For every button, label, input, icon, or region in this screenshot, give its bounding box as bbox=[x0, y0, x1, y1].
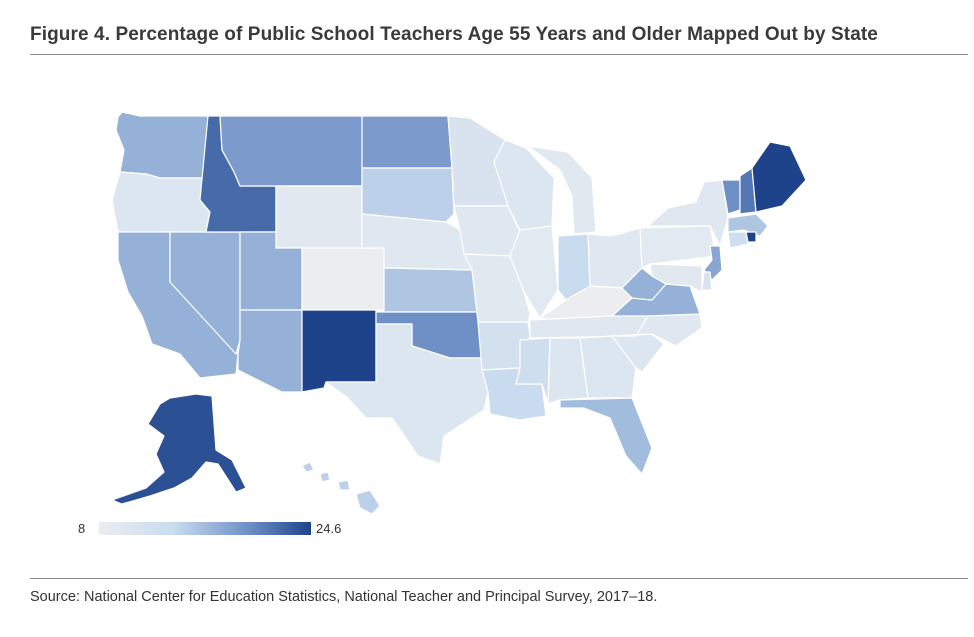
legend-min-label: 8 bbox=[78, 521, 86, 536]
legend-color-scale bbox=[99, 522, 311, 535]
state-hawaii: Hawaii bbox=[301, 461, 381, 515]
state-new-mexico: New Mexico bbox=[301, 309, 377, 393]
state-delaware: Delaware bbox=[701, 271, 713, 291]
source-rule bbox=[30, 578, 968, 579]
state-maine: Maine bbox=[751, 141, 807, 213]
state-kansas: Kansas bbox=[383, 267, 479, 313]
state-oregon: Oregon bbox=[111, 171, 211, 233]
state-iowa: Iowa bbox=[453, 205, 521, 257]
title-rule bbox=[30, 54, 968, 55]
figure-title: Figure 4. Percentage of Public School Te… bbox=[30, 24, 878, 45]
state-georgia: Georgia bbox=[579, 335, 637, 399]
state-connecticut: Connecticut bbox=[727, 231, 749, 249]
state-pennsylvania: Pennsylvania bbox=[639, 225, 717, 269]
state-colorado: Colorado bbox=[301, 247, 385, 311]
state-north-carolina: North Carolina bbox=[611, 313, 703, 347]
state-michigan: Michigan bbox=[527, 145, 597, 235]
state-north-dakota: North Dakota bbox=[361, 115, 453, 169]
source-note: Source: National Center for Education St… bbox=[30, 589, 658, 605]
state-alabama: Alabama bbox=[547, 337, 589, 405]
state-maryland: Maryland bbox=[649, 263, 703, 293]
state-florida: Florida bbox=[559, 397, 653, 475]
state-south-dakota: South Dakota bbox=[361, 167, 455, 223]
state-texas: Texas bbox=[325, 323, 489, 465]
state-washington: Washington bbox=[115, 111, 209, 179]
state-montana: Montana bbox=[219, 115, 363, 187]
state-alaska: Alaska bbox=[111, 393, 247, 505]
legend-max-label: 24.6 bbox=[316, 521, 342, 536]
state-wyoming: Wyoming bbox=[275, 185, 363, 249]
state-arizona: Arizona bbox=[237, 309, 303, 393]
